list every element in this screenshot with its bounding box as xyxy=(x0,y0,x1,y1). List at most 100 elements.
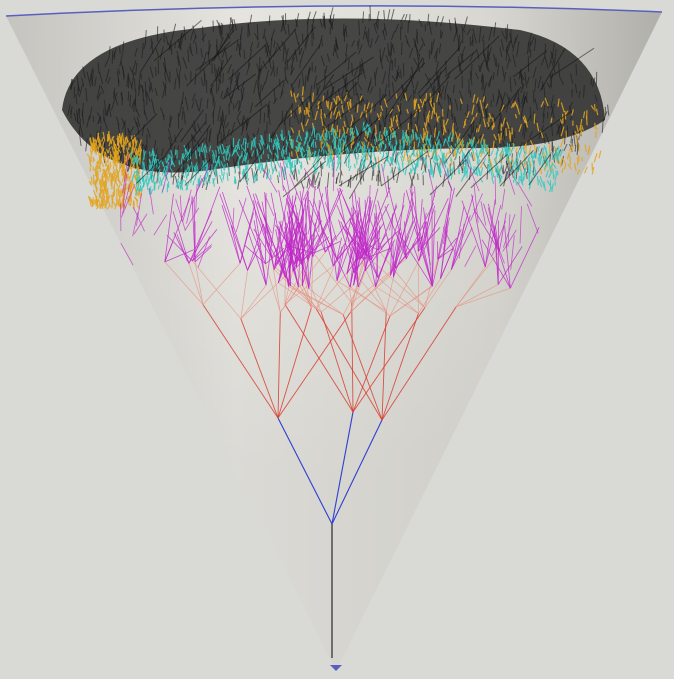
branch-level-3 xyxy=(370,259,426,308)
canopy-stroke-gold xyxy=(327,144,332,154)
canopy-stroke-cyan xyxy=(531,170,535,176)
canopy-stroke-dark xyxy=(488,27,493,41)
canopy-stroke-dark xyxy=(324,65,328,74)
canopy-stroke-cyan xyxy=(529,168,531,178)
canopy-stroke-dark xyxy=(487,76,493,87)
canopy-stroke-dark xyxy=(138,73,141,90)
canopy-stroke-dark xyxy=(337,88,341,96)
branch-level-4 xyxy=(483,203,511,289)
canopy-stroke-cyan xyxy=(543,163,548,170)
canopy-stroke-dark xyxy=(502,127,506,141)
canopy-stroke-cyan xyxy=(422,143,426,149)
canopy-stroke-dark xyxy=(497,114,503,130)
canopy-stroke-cyan xyxy=(342,139,346,144)
canopy-stroke-cyan xyxy=(507,149,511,157)
branch-level-4 xyxy=(265,192,267,264)
canopy-stroke-gold xyxy=(117,175,121,184)
canopy-stroke-dark xyxy=(219,22,222,37)
canopy-stroke-dark xyxy=(445,80,449,91)
canopy-stroke-cyan xyxy=(456,149,461,155)
canopy-stroke-dark xyxy=(368,115,371,125)
canopy-stroke-dark xyxy=(176,68,179,78)
canopy-stroke-cyan xyxy=(143,161,146,171)
canopy-stroke-dark xyxy=(249,14,253,25)
canopy-stroke-dark xyxy=(276,42,282,52)
canopy-stroke-cyan xyxy=(231,149,235,157)
canopy-stroke-dark xyxy=(530,35,535,47)
branch-level-4 xyxy=(349,212,360,287)
canopy-stroke-cyan xyxy=(264,160,268,168)
canopy-stroke-cyan xyxy=(415,159,419,166)
canopy-stroke-dark xyxy=(244,172,248,180)
canopy-stroke-gold xyxy=(444,152,448,160)
canopy-stroke-dark xyxy=(198,97,202,112)
canopy-stroke-dark xyxy=(480,73,483,83)
canopy-streak xyxy=(322,99,365,131)
canopy-stroke-cyan xyxy=(242,148,247,155)
canopy-stroke-dark xyxy=(339,170,342,183)
canopy-stroke-gold xyxy=(296,93,300,98)
canopy-stroke-cyan xyxy=(282,169,286,179)
canopy-stroke-dark xyxy=(120,151,123,160)
canopy-stroke-gold xyxy=(351,114,354,122)
canopy-stroke-cyan xyxy=(298,169,300,175)
canopy-stroke-cyan xyxy=(520,173,523,178)
canopy-stroke-dark xyxy=(499,113,504,126)
canopy-stroke-dark xyxy=(223,114,227,129)
canopy-stroke-gold xyxy=(430,110,434,120)
canopy-stroke-dark xyxy=(245,62,251,76)
canopy-stroke-cyan xyxy=(314,165,317,173)
canopy-stroke-cyan xyxy=(464,170,468,177)
canopy-stroke-cyan xyxy=(162,172,167,180)
canopy-stroke-gold xyxy=(475,128,478,133)
canopy-stroke-dark xyxy=(120,92,124,101)
canopy-stroke-gold xyxy=(314,110,318,121)
canopy-stroke-dark xyxy=(453,161,456,175)
canopy-stroke-dark xyxy=(174,176,179,189)
canopy-stroke-dark xyxy=(224,48,228,62)
canopy-streak xyxy=(254,79,285,107)
branch-level-3 xyxy=(385,277,394,312)
canopy-stroke-dark xyxy=(237,100,241,112)
branch-level-2 xyxy=(315,308,383,421)
canopy-stroke-gold xyxy=(327,152,330,157)
canopy-stroke-gold xyxy=(132,200,135,207)
canopy-stroke-gold xyxy=(578,143,581,152)
branch-level-2 xyxy=(352,307,426,413)
canopy-stroke-dark xyxy=(390,30,396,41)
canopy-stroke-dark xyxy=(112,87,116,99)
canopy-stroke-cyan xyxy=(498,163,503,174)
canopy-stroke-cyan xyxy=(449,166,452,172)
canopy-stroke-dark xyxy=(140,85,145,93)
canopy-stroke-dark xyxy=(215,149,219,164)
canopy-stroke-cyan xyxy=(418,148,422,156)
canopy-stroke-dark xyxy=(306,178,310,189)
canopy-stroke-cyan xyxy=(495,161,499,171)
canopy-stroke-dark xyxy=(326,172,330,188)
canopy-stroke-cyan xyxy=(391,144,394,151)
canopy-stroke-gold xyxy=(321,134,326,141)
canopy-stroke-cyan xyxy=(425,140,428,145)
branch-level-4 xyxy=(238,199,266,264)
branch-level-4 xyxy=(465,157,480,192)
canopy-stroke-dark xyxy=(172,174,175,185)
canopy-stroke-dark xyxy=(476,102,480,113)
canopy-stroke-dark xyxy=(492,72,495,80)
canopy-stroke-dark xyxy=(485,107,488,119)
canopy-stroke-dark xyxy=(298,78,301,88)
canopy-stroke-cyan xyxy=(429,169,432,176)
canopy-stroke-gold xyxy=(93,198,98,205)
canopy-stroke-cyan xyxy=(142,178,147,188)
canopy-stroke-dark xyxy=(148,85,151,93)
canopy-stroke-gold xyxy=(404,92,408,101)
canopy-stroke-cyan xyxy=(404,166,408,176)
branch-level-3 xyxy=(313,252,353,304)
canopy-stroke-dark xyxy=(119,53,123,67)
canopy-stroke-dark xyxy=(77,83,80,92)
canopy-stroke-cyan xyxy=(410,169,414,175)
canopy-stroke-cyan xyxy=(298,142,302,148)
canopy-stroke-dark xyxy=(539,125,544,137)
canopy-stroke-dark xyxy=(170,40,173,55)
branch-level-4 xyxy=(411,183,414,224)
canopy-stroke-dark xyxy=(352,79,355,96)
